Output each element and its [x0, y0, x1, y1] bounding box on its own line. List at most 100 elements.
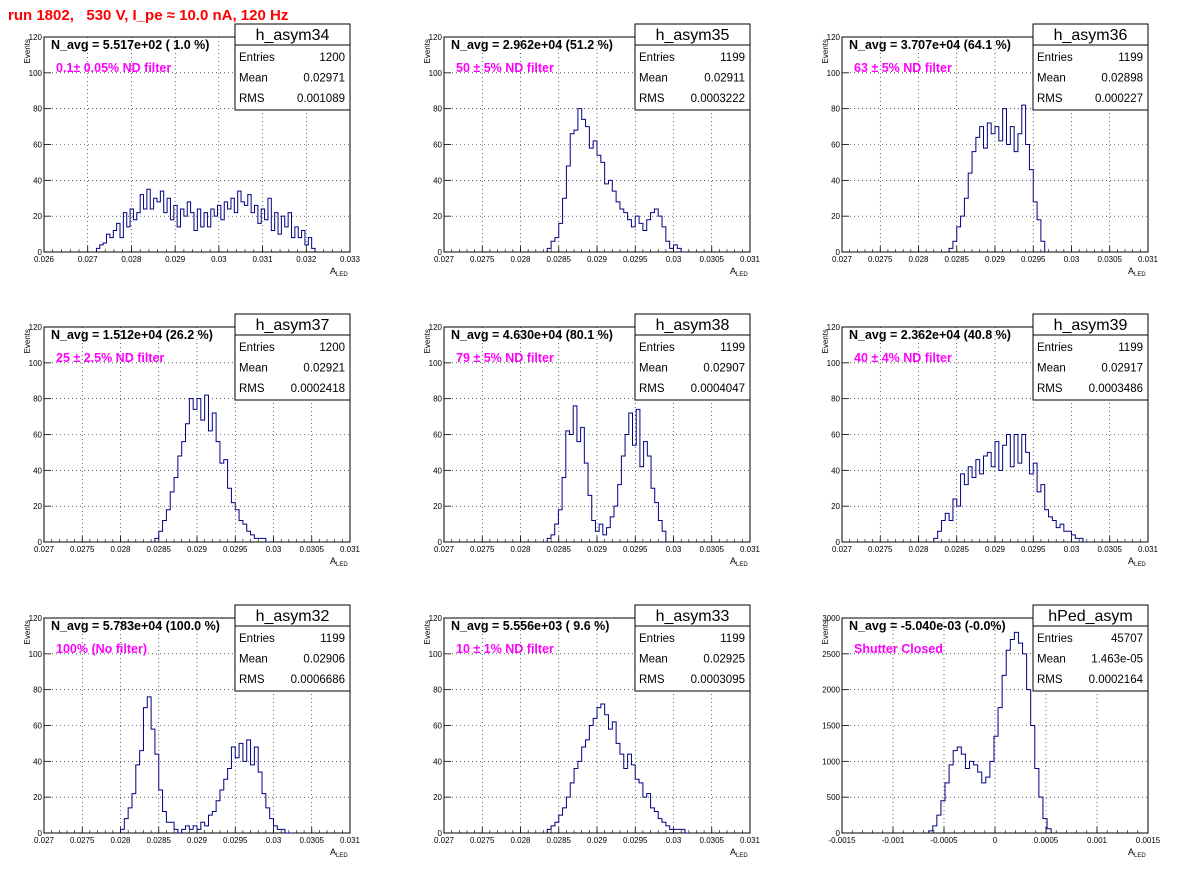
stats-value: 0.0003222: [691, 93, 745, 105]
y-tick-label: 0: [438, 538, 443, 547]
y-tick-label: 0: [836, 829, 841, 838]
filter-label: 10 ± 1% ND filter: [456, 642, 554, 656]
y-tick-label: 40: [33, 176, 42, 185]
stats-box: [634, 23, 751, 111]
stats-value: 0.0003095: [691, 674, 745, 686]
y-tick-label: 20: [831, 212, 840, 221]
x-tick-label: 0.0305: [700, 255, 725, 264]
stats-key: Entries: [639, 633, 675, 645]
x-tick-label: 0.031: [740, 545, 761, 554]
stats-box: [634, 313, 751, 401]
x-tick-label: 0.0275: [70, 836, 95, 845]
grid-lines: [842, 37, 1148, 252]
x-tick-label: 0.0285: [547, 545, 572, 554]
stats-key: RMS: [239, 93, 265, 105]
navg-text: N_avg = 5.783e+04 (100.0 %): [51, 619, 220, 633]
x-axis-label-subscript: LED: [1134, 272, 1146, 278]
stats-value: 1199: [720, 52, 745, 64]
y-axis-label: Events: [821, 620, 830, 644]
x-tick-label: 0.028: [121, 255, 142, 264]
stats-value: 1200: [319, 52, 345, 64]
y-tick-label: 120: [29, 614, 43, 623]
stats-value: 0.02971: [303, 73, 345, 85]
x-tick-label: 0.029: [985, 255, 1006, 264]
stats-value: 0.02921: [303, 363, 345, 375]
navg-text: N_avg = 5.556e+03 ( 9.6 %): [451, 619, 609, 633]
stats-key: Entries: [1037, 342, 1073, 354]
y-tick-label: 60: [831, 431, 840, 440]
y-tick-label: 120: [429, 33, 443, 42]
y-tick-label: 80: [33, 686, 42, 695]
filter-label: 50 ± 5% ND filter: [456, 61, 554, 75]
stats-box: [1032, 313, 1149, 401]
navg-text: N_avg = -5.040e-03 (-0.0%): [849, 619, 1006, 633]
y-tick-label: 3000: [822, 614, 840, 623]
stats-key: Entries: [1037, 633, 1073, 645]
stats-value: 0.0003486: [1089, 383, 1143, 395]
y-tick-label: 80: [831, 395, 840, 404]
x-axis-label: ALED: [730, 847, 748, 859]
stats-key: Entries: [239, 52, 275, 64]
y-tick-label: 100: [429, 650, 443, 659]
filter-label: 100% (No filter): [56, 642, 147, 656]
stats-key: RMS: [1037, 93, 1063, 105]
x-tick-label: 0.0305: [1098, 255, 1123, 264]
stats-value: 0.0002418: [291, 383, 345, 395]
x-tick-label: 0.001: [1087, 836, 1108, 845]
y-tick-label: 20: [33, 793, 42, 802]
y-axis-label: Events: [23, 620, 32, 644]
y-tick-label: 20: [433, 212, 442, 221]
y-tick-label: 0: [38, 538, 43, 547]
x-tick-label: 0.03: [211, 255, 227, 264]
x-tick-label: 0.0295: [1021, 545, 1046, 554]
x-tick-label: 0.028: [908, 255, 929, 264]
x-tick-label: 0.031: [740, 836, 761, 845]
x-tick-label: 0.031: [340, 836, 361, 845]
stats-key: Mean: [1037, 363, 1066, 375]
histogram-panel: 0.027 0.0275 0.028 0.0285 0.029 0.0295 0.03 0.0…: [23, 604, 361, 859]
histogram-name: h_asym32: [256, 608, 330, 625]
x-tick-label: 0.027: [832, 255, 853, 264]
stats-key: RMS: [1037, 383, 1063, 395]
x-tick-label: 0.029: [587, 255, 608, 264]
x-tick-label: 0.031: [740, 255, 761, 264]
histogram-name: h_asym33: [656, 608, 730, 625]
x-axis-label: ALED: [1128, 847, 1146, 859]
histogram-name: h_asym36: [1054, 27, 1128, 44]
x-tick-label: 0.028: [908, 545, 929, 554]
histogram-name: h_asym35: [656, 27, 730, 44]
y-tick-label: 40: [33, 757, 42, 766]
histogram-name: hPed_asym: [1048, 608, 1133, 625]
navg-text: N_avg = 5.517e+02 ( 1.0 %): [51, 38, 209, 52]
histogram-panel: 0.027 0.0275 0.028 0.0285 0.029 0.0295 0.03 0.0…: [423, 604, 761, 859]
x-tick-label: 0.028: [510, 545, 531, 554]
y-tick-label: 80: [433, 105, 442, 114]
y-tick-label: 2500: [822, 650, 840, 659]
x-tick-label: 0.029: [187, 545, 208, 554]
y-tick-label: 20: [33, 212, 42, 221]
y-tick-label: 0: [438, 829, 443, 838]
x-tick-label: 0.0305: [1098, 545, 1123, 554]
x-tick-label: 0.03: [666, 836, 682, 845]
y-tick-label: 120: [827, 33, 841, 42]
x-axis-label: ALED: [730, 556, 748, 568]
stats-key: RMS: [239, 383, 265, 395]
stats-key: Entries: [239, 633, 275, 645]
x-tick-label: 0.027: [832, 545, 853, 554]
x-tick-label: 0.027: [34, 545, 55, 554]
y-tick-label: 20: [433, 502, 442, 511]
y-tick-label: 80: [33, 395, 42, 404]
y-tick-label: 100: [429, 359, 443, 368]
histogram-panel: 0.027 0.0275 0.028 0.0285 0.029 0.0295 0.03 0.0…: [821, 313, 1159, 568]
x-tick-label: 0.028: [110, 545, 131, 554]
filter-label: 40 ± 4% ND filter: [854, 351, 952, 365]
y-tick-label: 60: [433, 141, 442, 150]
stats-key: RMS: [639, 383, 665, 395]
x-tick-label: 0.0275: [470, 545, 495, 554]
histogram-line: [948, 104, 1046, 252]
x-tick-label: 0.028: [110, 836, 131, 845]
x-tick-label: 0.0295: [623, 255, 648, 264]
y-tick-label: 80: [433, 395, 442, 404]
x-axis-label: ALED: [1128, 556, 1146, 568]
filter-label: 25 ± 2.5% ND filter: [56, 351, 164, 365]
